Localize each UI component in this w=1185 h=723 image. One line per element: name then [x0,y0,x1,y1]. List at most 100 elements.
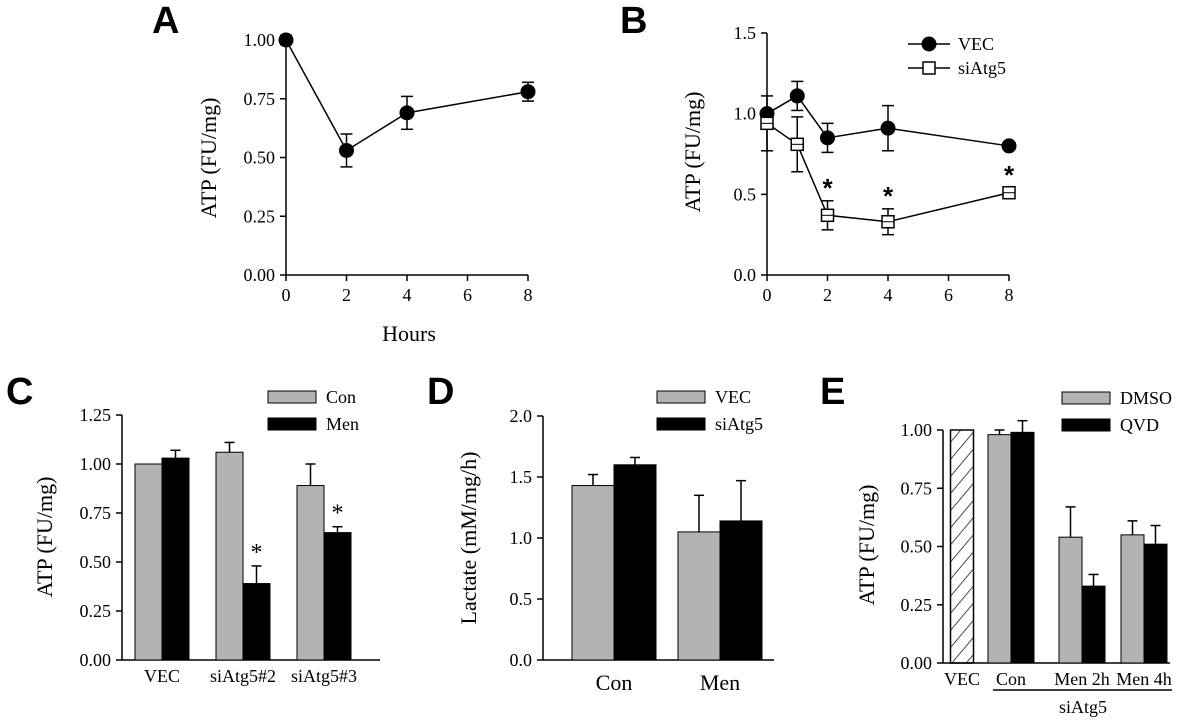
panel-d-y-tick-label: 1.0 [510,528,533,548]
panel-e-legend-dmso-swatch [1061,391,1111,405]
panel-a-y-tick-label: 0.50 [244,148,276,168]
panel-c-category-label: siAtg5#2 [210,666,276,686]
panel-c-bar-con [215,451,244,661]
panel-a-x-tick-label: 6 [463,285,472,305]
panel-a-x-tick-label: 8 [524,285,533,305]
panel-label-d: D [427,371,454,413]
plot-area: 0.00 0.25 0.50 0.75 1.00 0 2 4 6 8 0.0 0.5 1.0 1.5 0 2 4… [80,23,1173,717]
panel-c-y-tick-label: 0.00 [80,650,112,670]
panel-b-x-tick-label: 6 [944,285,953,305]
panel-b-series-vec-marker [880,120,896,136]
panel-d-legend-vec-label: VEC [715,387,751,407]
panel-a-x-tick-label: 0 [282,285,291,305]
panel-c-bar-men [323,532,352,661]
panel-a-y-tick-label: 0.25 [244,206,276,226]
panel-d-ylabel: Lactate (mM/mg/h) [456,452,481,625]
panel-c-significance-asterisk: * [332,501,344,527]
panel-e-legend-qvd-swatch [1061,418,1111,432]
panel-a-series-atp-marker [339,142,354,158]
panel-c-ylabel: ATP (FU/mg) [32,477,57,598]
panel-e-bar-dmso [1120,534,1145,664]
panel-label-c: C [6,371,33,413]
panel-c-bar-con [134,463,163,661]
panel-d-bar-vec [571,485,615,661]
panel-d-bar-siatg5 [613,464,657,661]
panel-e-y-tick-label: 0.25 [901,595,933,615]
panel-b-significance-asterisk: * [822,173,833,203]
panel-d-category-label: Con [596,670,633,695]
panel-label-a: A [152,0,179,42]
panel-d-bar-vec [677,531,721,661]
panel-a-x-tick-label: 4 [403,285,412,305]
panel-c-legend-men-swatch [267,417,317,431]
panel-a-series-atp-line [285,39,529,152]
panel-e-category-label: Con [996,669,1026,689]
panel-c-significance-asterisk: * [251,540,263,566]
panel-a-y-tick-label: 0.75 [244,89,276,109]
panel-c-bar-con [296,485,325,661]
panel-a-xlabel: Hours [382,321,436,346]
panel-d-category-label: Men [700,670,740,695]
panel-b-legend-vec-marker [921,36,937,52]
panel-c-category-label: siAtg5#3 [291,666,357,686]
panel-b-series-vec-marker [820,130,835,146]
panel-b-series-vec-marker [789,88,805,104]
panel-c-bar-men [242,583,271,661]
panel-e-bar-qvd [1143,543,1168,664]
panel-d-y-tick-label: 2.0 [510,406,533,426]
panel-e-category-label: Men 2h [1054,669,1110,689]
panel-b-x-tick-label: 0 [763,285,772,305]
panel-e-y-tick-label: 1.00 [901,420,933,440]
panel-b-x-tick-label: 2 [823,285,832,305]
panel-e-bar-qvd [1010,431,1035,664]
panel-c-y-tick-label: 0.75 [80,503,112,523]
panel-e-category-label: VEC [944,669,980,689]
panel-b-x-tick-label: 4 [884,285,893,305]
panel-a-y-tick-label: 0.00 [244,265,276,285]
panel-b-y-tick-label: 0.5 [734,184,757,204]
panel-d-bar-siatg5 [719,520,763,661]
panel-a-series-atp-marker [399,105,415,121]
panel-e-ylabel: ATP (FU/mg) [854,485,879,606]
panel-c-legend-men-label: Men [326,414,359,434]
panel-b-series-vec-marker [1001,138,1017,154]
panel-e-bar-qvd [1081,585,1106,664]
panel-b-y-tick-label: 1.5 [734,23,757,43]
panel-label-b: B [620,0,647,42]
panel-c-legend-con-swatch [267,390,317,404]
panel-b-legend-vec-label: VEC [958,34,994,54]
panel-c-legend-con-label: Con [326,387,356,407]
panel-d-y-tick-label: 0.0 [510,650,533,670]
panel-a-y-tick-label: 1.00 [244,30,276,50]
panel-a-series-atp-marker [520,84,536,100]
panel-e-y-tick-label: 0.00 [901,653,933,673]
panel-b-ylabel: ATP (FU/mg) [680,92,705,213]
panel-e-category-label: Men 4h [1116,669,1172,689]
panel-c-y-tick-label: 0.25 [80,601,112,621]
panel-d-y-tick-label: 1.5 [510,467,533,487]
panel-e-bar-dmso [1058,536,1083,664]
panel-e-y-tick-label: 0.50 [901,537,933,557]
panel-d-legend-vec-swatch [656,390,706,404]
panel-e-y-tick-label: 0.75 [901,478,933,498]
panel-d-legend-siatg5-label: siAtg5 [715,414,763,434]
panel-b-significance-asterisk: * [883,181,894,211]
panel-d-legend-siatg5-swatch [656,417,706,431]
panel-a-ylabel: ATP (FU/mg) [196,98,221,219]
panel-b-x-tick-label: 8 [1005,285,1014,305]
panel-e-bar-hatched [949,429,975,664]
panel-e-legend-qvd-label: QVD [1120,415,1159,435]
panel-c-y-tick-label: 1.00 [80,454,112,474]
panel-c-bar-men [161,457,190,661]
panel-d-y-tick-label: 0.5 [510,589,533,609]
panel-b-y-tick-label: 0.0 [734,265,757,285]
panel-e-legend-dmso-label: DMSO [1120,388,1172,408]
panel-e-group-label: siAtg5 [1059,697,1107,717]
panel-e-bar-dmso [987,434,1012,664]
panel-b-legend-siatg5-marker [922,61,936,75]
panel-b-legend-siatg5-label: siAtg5 [958,58,1006,78]
panel-a-series-atp-marker [278,32,294,48]
panel-label-e: E [820,371,845,413]
panel-a-x-tick-label: 2 [342,285,351,305]
